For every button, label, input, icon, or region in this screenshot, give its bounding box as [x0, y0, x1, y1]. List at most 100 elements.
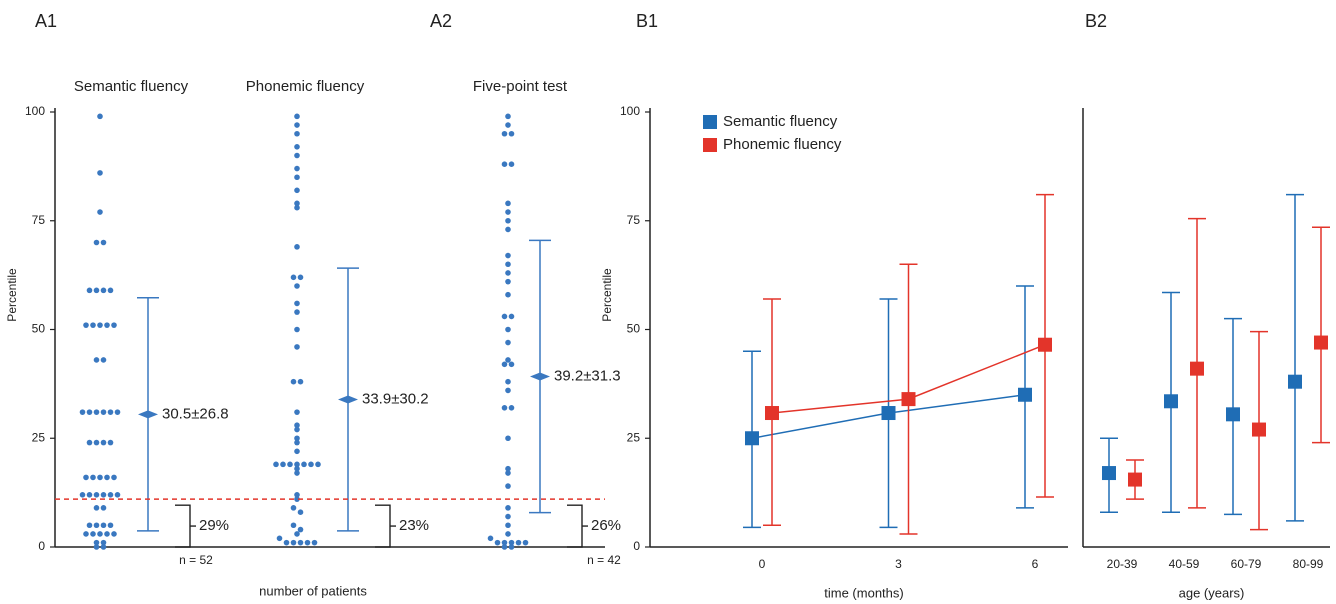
marker — [881, 406, 896, 421]
dot — [90, 474, 96, 481]
dot — [505, 113, 511, 120]
dot — [505, 270, 511, 276]
dot — [104, 322, 110, 328]
dot — [505, 465, 511, 472]
dot — [294, 439, 300, 446]
y-tick-label: 75 — [627, 213, 641, 227]
dot — [508, 405, 515, 411]
marker — [1102, 466, 1116, 481]
dot — [93, 522, 100, 529]
y-tick-label: 25 — [627, 430, 641, 444]
marker — [1128, 472, 1142, 487]
dot — [100, 357, 107, 363]
dot — [290, 522, 297, 529]
dot — [294, 300, 300, 307]
dot — [93, 492, 100, 498]
y-tick-label: 25 — [32, 430, 46, 444]
x-tick-label: 20-39 — [1107, 557, 1138, 571]
y-tick-label: 0 — [633, 539, 640, 553]
dot — [97, 531, 103, 537]
marker — [901, 392, 916, 407]
y-tick-label: 100 — [620, 104, 640, 118]
marker — [745, 431, 759, 446]
dot — [294, 426, 300, 433]
mean-marker — [138, 410, 158, 419]
dot — [294, 152, 300, 159]
below-label: 23% — [399, 517, 429, 534]
dot — [93, 409, 100, 415]
dot — [294, 461, 300, 468]
dot — [294, 204, 300, 211]
bracket — [375, 504, 396, 548]
dot — [297, 378, 304, 385]
dot — [505, 339, 511, 346]
dot — [294, 122, 300, 128]
dot — [505, 357, 511, 363]
dot — [90, 531, 96, 537]
dot — [114, 492, 121, 498]
dot — [100, 492, 107, 498]
dot — [100, 505, 107, 511]
dot — [294, 409, 300, 415]
dot — [508, 361, 515, 368]
group-title: Semantic fluency — [74, 78, 189, 95]
dot — [107, 287, 114, 294]
dot — [505, 505, 511, 511]
dot — [97, 322, 103, 328]
x-tick-label: 6 — [1032, 557, 1039, 571]
dot — [297, 539, 304, 546]
dot — [100, 409, 107, 415]
x-tick-label: 0 — [759, 557, 766, 571]
dot — [508, 161, 515, 167]
dot — [508, 313, 515, 320]
dot — [294, 187, 300, 194]
dot — [294, 435, 300, 442]
legend-swatch — [703, 138, 717, 152]
dot — [90, 322, 96, 328]
x-axis-label: age (years) — [1179, 585, 1245, 600]
dot — [83, 531, 89, 537]
y-tick-label: 0 — [38, 539, 45, 553]
x-tick-label: 3 — [895, 557, 902, 571]
marker — [1314, 335, 1328, 350]
x-axis-label: number of patients — [259, 583, 367, 598]
dot — [294, 496, 300, 502]
y-tick-label: 100 — [25, 104, 45, 118]
dot — [294, 531, 300, 537]
n-label: n = 42 — [587, 553, 621, 567]
dot — [283, 539, 290, 546]
mean-marker — [530, 372, 550, 381]
dot — [505, 387, 511, 394]
dot — [505, 122, 511, 128]
dot — [97, 170, 103, 176]
dot — [111, 322, 117, 328]
dot — [505, 378, 511, 385]
dot — [315, 461, 321, 468]
dot — [505, 252, 511, 259]
dot — [79, 409, 86, 415]
dot — [100, 544, 107, 550]
dot — [505, 261, 511, 268]
dot — [505, 226, 511, 233]
dot — [93, 439, 100, 446]
dot — [93, 539, 100, 546]
dot — [501, 161, 508, 167]
x-tick-label: 40-59 — [1169, 557, 1200, 571]
dot — [505, 483, 511, 489]
dot — [294, 309, 300, 315]
dot — [83, 322, 89, 328]
dot — [294, 244, 300, 250]
dot — [494, 539, 501, 546]
dot — [100, 439, 107, 446]
dot — [86, 522, 93, 529]
marker — [1252, 422, 1266, 437]
below-label: 29% — [199, 517, 229, 534]
dot — [501, 361, 508, 368]
dot — [107, 409, 114, 415]
dot — [111, 531, 117, 537]
dot — [294, 465, 300, 472]
legend-label: Semantic fluency — [723, 113, 838, 130]
dot — [505, 531, 511, 537]
y-axis-label: Percentile — [600, 268, 614, 322]
dot — [505, 522, 511, 529]
